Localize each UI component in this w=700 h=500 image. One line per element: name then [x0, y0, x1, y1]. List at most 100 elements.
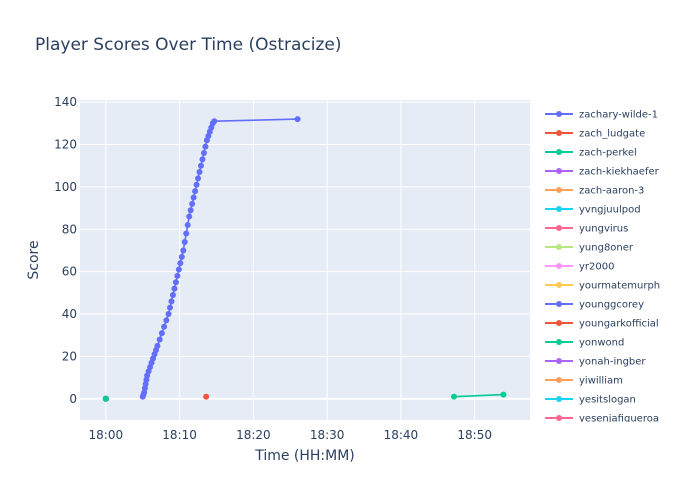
legend-item[interactable]: yvngjuulpod	[545, 205, 641, 216]
legend-item[interactable]: yourmatemurph	[545, 281, 660, 292]
series-zach-perkel	[102, 395, 109, 402]
legend-item[interactable]: yesenjafigueroa	[545, 414, 659, 425]
legend-item[interactable]: zachary-wilde-1	[545, 110, 658, 121]
data-point	[186, 213, 193, 220]
y-tick-label: 60	[62, 265, 77, 279]
legend-label: zachary-wilde-1	[579, 110, 658, 121]
legend-item[interactable]: younggcorey	[545, 300, 644, 311]
data-point	[165, 311, 172, 318]
data-point	[193, 181, 200, 188]
legend-item[interactable]: yonwond	[545, 338, 624, 349]
legend-item[interactable]: yesitslogan	[545, 395, 636, 406]
data-point	[189, 200, 196, 207]
legend-marker	[556, 320, 562, 326]
y-axis-ticks: 0 20 40 60 80 100 120 140	[54, 95, 77, 406]
y-tick-label: 0	[69, 392, 77, 406]
legend-label: yr2000	[579, 262, 614, 273]
legend[interactable]: zachary-wilde-1 zach_ludgate zach-perkel za…	[545, 110, 660, 425]
data-point	[197, 162, 204, 169]
legend-item[interactable]: yung8oner	[545, 243, 634, 254]
x-tick-label: 18:30	[310, 428, 345, 442]
data-point	[102, 395, 109, 402]
data-point	[174, 272, 181, 279]
data-point	[181, 238, 188, 245]
plot-area	[80, 100, 530, 420]
legend-label: zach-kiekhaefer	[579, 167, 660, 178]
legend-item[interactable]: youngarkofficial	[545, 319, 659, 330]
data-point	[167, 304, 173, 311]
legend-label: yonwond	[579, 338, 624, 349]
data-point	[184, 222, 191, 229]
data-point	[200, 149, 207, 156]
data-point	[178, 253, 185, 260]
legend-item[interactable]: zach-kiekhaefer	[545, 167, 660, 178]
legend-label: yonah-ingber	[579, 357, 646, 368]
data-point	[192, 188, 199, 195]
legend-marker	[556, 206, 562, 212]
legend-label: yungvirus	[579, 224, 628, 235]
chart-title: Player Scores Over Time (Ostracize)	[35, 35, 342, 55]
gridlines	[80, 100, 530, 420]
data-point	[195, 175, 202, 182]
legend-label: yourmatemurph	[579, 281, 660, 292]
legend-item[interactable]: yonah-ingber	[545, 357, 646, 368]
data-point	[156, 336, 163, 343]
data-point	[294, 116, 301, 123]
legend-item[interactable]: yiwilliam	[545, 376, 623, 387]
data-point	[158, 330, 165, 337]
data-point	[161, 323, 168, 330]
legend-marker	[556, 130, 562, 136]
legend-marker	[556, 168, 562, 174]
x-tick-label: 18:10	[162, 428, 197, 442]
y-tick-label: 120	[54, 138, 77, 152]
data-point	[183, 230, 190, 237]
data-point	[211, 118, 218, 125]
data-point	[171, 285, 178, 292]
data-point	[187, 207, 194, 214]
legend-label: yvngjuulpod	[579, 205, 641, 216]
legend-marker	[556, 225, 562, 231]
data-point	[168, 298, 175, 305]
legend-label: zach-aaron-3	[579, 186, 644, 197]
data-point	[154, 342, 161, 349]
data-point	[190, 194, 197, 201]
x-tick-label: 18:50	[457, 428, 492, 442]
legend-item[interactable]: zach_ludgate	[545, 129, 645, 140]
data-point	[172, 279, 179, 286]
legend-item[interactable]: yungvirus	[545, 224, 628, 235]
legend-marker	[556, 396, 562, 402]
legend-item[interactable]: yr2000	[545, 262, 614, 273]
series-yonwond	[451, 391, 507, 400]
legend-label: yesenjafigueroa	[579, 414, 659, 425]
legend-item[interactable]: zach-perkel	[545, 148, 637, 159]
legend-marker	[556, 415, 562, 421]
y-axis-label: Score	[26, 240, 42, 279]
legend-label: youngarkofficial	[579, 319, 659, 330]
x-tick-label: 18:20	[236, 428, 271, 442]
y-tick-label: 80	[62, 222, 77, 236]
x-tick-label: 18:00	[89, 428, 124, 442]
legend-marker	[556, 358, 562, 364]
legend-label: younggcorey	[579, 300, 644, 311]
x-tick-label: 18:40	[384, 428, 419, 442]
data-point	[451, 393, 458, 400]
x-axis-label: Time (HH:MM)	[254, 448, 355, 464]
data-point	[175, 266, 182, 273]
legend-label: zach-perkel	[579, 148, 637, 159]
series-zach_ludgate	[203, 393, 210, 400]
y-tick-label: 100	[54, 180, 77, 194]
legend-marker	[556, 187, 562, 193]
legend-label: yung8oner	[579, 243, 634, 254]
data-point	[169, 291, 176, 298]
series-layer	[102, 116, 507, 402]
y-tick-label: 40	[62, 307, 77, 321]
legend-marker	[556, 339, 562, 345]
legend-label: yesitslogan	[579, 395, 636, 406]
legend-marker	[556, 149, 562, 155]
data-point	[500, 391, 507, 398]
data-point	[163, 317, 170, 324]
legend-item[interactable]: zach-aaron-3	[545, 186, 644, 197]
legend-label: yiwilliam	[579, 376, 623, 387]
series-line	[453, 393, 504, 398]
